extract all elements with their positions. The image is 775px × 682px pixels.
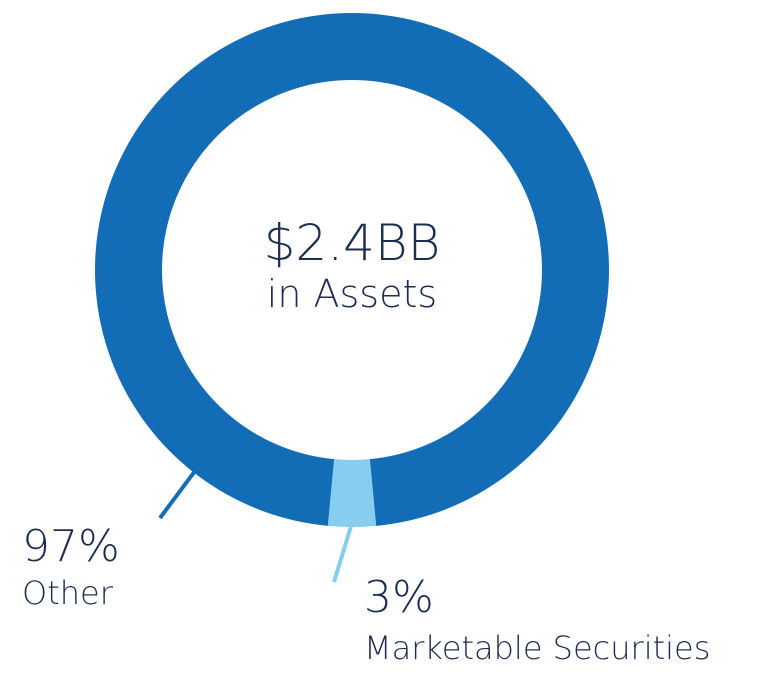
slice-percent-marketable-securities: 3% — [364, 572, 434, 623]
leader-line-marketable-securities — [332, 522, 354, 583]
slice-label-other: Other — [22, 574, 114, 612]
leader-lines — [158, 468, 354, 583]
slice-label-marketable-securities: Marketable Securities — [364, 629, 710, 667]
center-label: in Assets — [267, 272, 437, 316]
donut-slice-marketable-securities — [327, 459, 377, 527]
leader-line-other — [158, 468, 198, 520]
center-value: $2.4BB — [264, 214, 441, 272]
slice-percent-other: 97% — [22, 521, 120, 572]
donut-slices — [95, 13, 610, 527]
